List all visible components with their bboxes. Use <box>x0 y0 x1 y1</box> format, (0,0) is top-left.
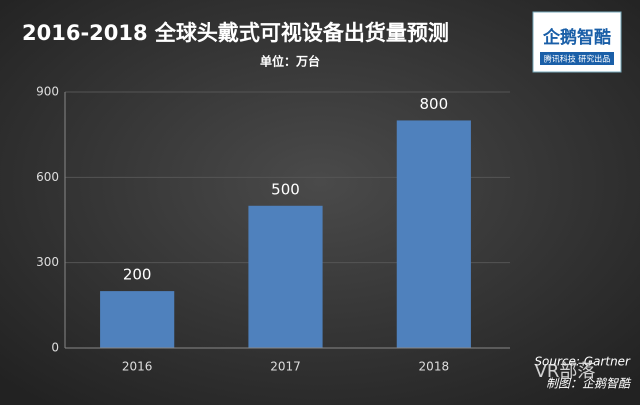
logo: 企鹅智酷 腾讯科技 研究出品 <box>532 11 622 73</box>
value-label: 200 <box>123 266 152 284</box>
x-tick-label: 2016 <box>122 360 153 374</box>
chart-subtitle: 单位：万台 <box>260 54 320 69</box>
chart-title: 2016-2018 全球头戴式可视设备出货量预测 <box>22 21 449 45</box>
y-tick-label: 0 <box>51 341 59 355</box>
bar <box>396 120 471 348</box>
y-tick-label: 600 <box>36 170 59 184</box>
y-tick-label: 900 <box>36 85 59 99</box>
logo-band <box>540 52 614 65</box>
bar <box>100 291 175 348</box>
watermark: VR部落 <box>535 361 596 382</box>
credit: 制图：企鹅智酷 <box>546 377 632 391</box>
source: Source: Gartner <box>534 355 631 369</box>
logo-name: 企鹅智酷 <box>542 27 611 48</box>
x-tick-label: 2018 <box>419 360 450 374</box>
logo-tagline: 腾讯科技 研究出品 <box>544 54 611 64</box>
value-label: 500 <box>271 180 300 198</box>
x-tick-label: 2017 <box>270 360 301 374</box>
value-label: 800 <box>420 95 449 113</box>
bar <box>248 205 323 348</box>
y-tick-label: 300 <box>36 255 59 269</box>
